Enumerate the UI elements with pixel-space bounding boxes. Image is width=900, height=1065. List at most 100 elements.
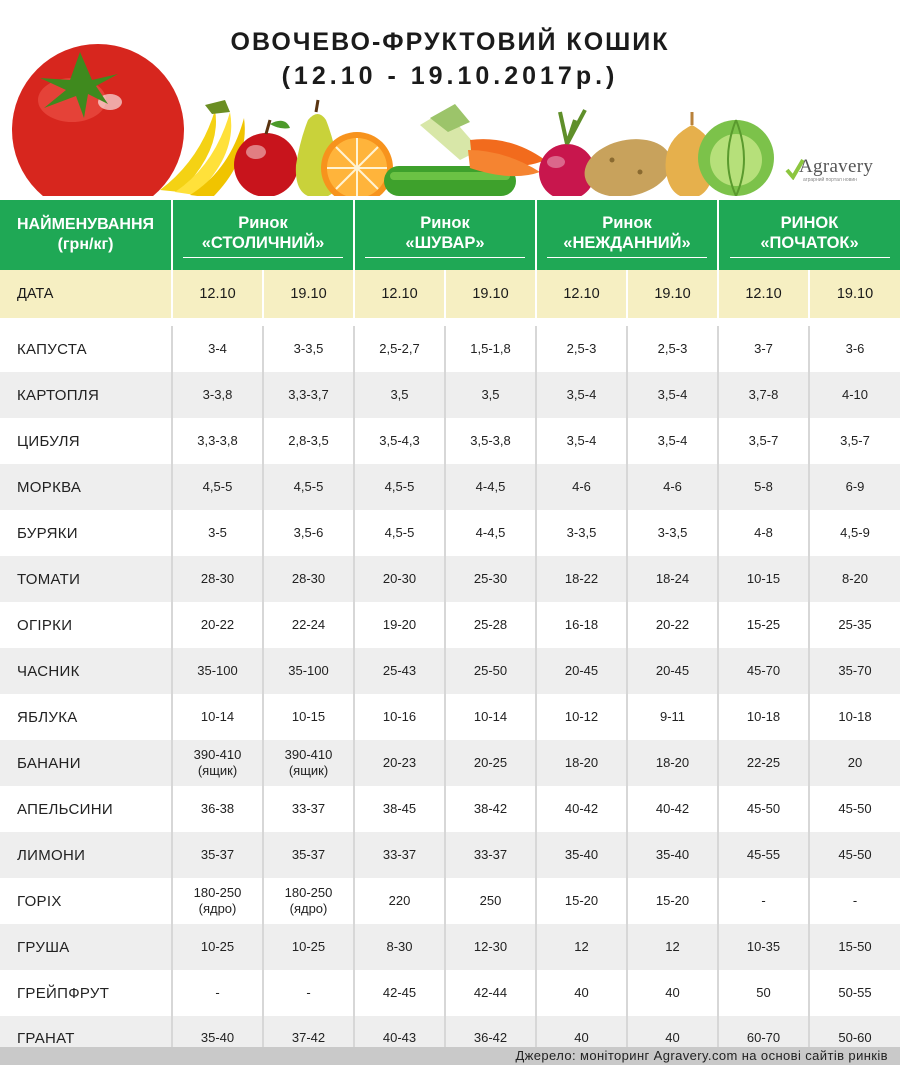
price-cell: 20-23	[353, 740, 445, 786]
price-value: 3,3-3,8	[197, 433, 238, 448]
price-cell: 3,5	[353, 372, 445, 418]
price-cell: 4,5-9	[808, 510, 900, 556]
header-underline	[183, 256, 343, 258]
price-value: 3-3,8	[202, 387, 233, 402]
price-cell: 40-42	[535, 786, 627, 832]
price-value: 33-37	[382, 847, 417, 862]
price-value: 35-40	[655, 847, 690, 862]
price-cell: 35-70	[808, 648, 900, 694]
price-value: (ядро)	[198, 901, 237, 916]
price-cell: 12-30	[444, 924, 536, 970]
cabbage-icon	[698, 119, 774, 197]
product-name: ЯБЛУКА	[0, 694, 172, 740]
price-value: 38-45	[382, 801, 417, 816]
price-value: 2,8-3,5	[288, 433, 329, 448]
price-cell: 38-45	[353, 786, 445, 832]
unit-label: (грн/кг)	[57, 236, 114, 253]
price-value: 36-38	[200, 801, 235, 816]
price-value: 35-100	[197, 663, 238, 678]
header-underline	[547, 256, 707, 258]
price-cell: 45-50	[808, 786, 900, 832]
price-cell: 8-20	[808, 556, 900, 602]
market-label: Ринок	[602, 213, 652, 232]
price-cell: 40	[626, 970, 718, 1016]
price-value: 180-250	[193, 885, 242, 900]
price-value: 3,5-4	[657, 433, 688, 448]
price-cell: 3,5-3,8	[444, 418, 536, 464]
table-row: МОРКВА 4,5-5 4,5-5 4,5-5 4-4,5 4-6 4-6 5-8 6-9	[0, 464, 900, 510]
price-cell: 3-7	[717, 326, 809, 372]
price-value: 390-410	[284, 747, 333, 762]
table-row: БУРЯКИ 3-5 3,5-6 4,5-5 4-4,5 3-3,5 3-3,5 4-8 4,5…	[0, 510, 900, 556]
price-value: 22-25	[746, 755, 781, 770]
price-value: 25-50	[473, 663, 508, 678]
price-value: 35-37	[291, 847, 326, 862]
price-value: 40	[574, 1030, 589, 1045]
price-value: 35-40	[200, 1030, 235, 1045]
price-cell: 10-25	[171, 924, 263, 970]
price-value: 10-14	[200, 709, 235, 724]
price-cell: 4,5-5	[353, 510, 445, 556]
price-value: 60-70	[746, 1030, 781, 1045]
price-cell: 10-15	[717, 556, 809, 602]
table-row: ЯБЛУКА 10-14 10-15 10-16 10-14 10-12 9-11 10-18…	[0, 694, 900, 740]
price-cell: 12	[535, 924, 627, 970]
price-cell: 10-18	[717, 694, 809, 740]
price-cell: 16-18	[535, 602, 627, 648]
price-value: 3,5-4	[566, 387, 597, 402]
price-value: 18-20	[655, 755, 690, 770]
price-value: 20-23	[382, 755, 417, 770]
price-cell: 38-42	[444, 786, 536, 832]
price-cell: 25-30	[444, 556, 536, 602]
price-value: 10-15	[746, 571, 781, 586]
price-value: (ядро)	[289, 901, 328, 916]
source-footer: Джерело: моніторинг Agravery.com на осно…	[0, 1047, 900, 1065]
price-value: 4-4,5	[475, 479, 506, 494]
price-value: 36-42	[473, 1030, 508, 1045]
price-value: 4-10	[841, 387, 869, 402]
price-value: 28-30	[291, 571, 326, 586]
price-value: 4,5-5	[293, 479, 324, 494]
price-value: 33-37	[473, 847, 508, 862]
price-cell: 3,5-4	[535, 418, 627, 464]
price-cell: 250	[444, 878, 536, 924]
price-cell: 10-14	[171, 694, 263, 740]
price-cell: 4,5-5	[171, 464, 263, 510]
header-banner: ОВОЧЕВО-ФРУКТОВИЙ КОШИК (12.10 - 19.10.2…	[0, 0, 900, 200]
price-value: 10-25	[200, 939, 235, 954]
price-cell: 25-50	[444, 648, 536, 694]
product-name: ЦИБУЛЯ	[0, 418, 172, 464]
product-name: ГРУША	[0, 924, 172, 970]
price-value: 20-45	[655, 663, 690, 678]
product-name: КАПУСТА	[0, 326, 172, 372]
price-value: 35-40	[564, 847, 599, 862]
logo-subtitle: аграрний портал новин	[803, 177, 857, 183]
source-text: Джерело: моніторинг Agravery.com на осно…	[515, 1048, 888, 1063]
table-row: ОГІРКИ 20-22 22-24 19-20 25-28 16-18 20-22 15-2…	[0, 602, 900, 648]
price-cell: 3-3,5	[262, 326, 354, 372]
price-cell: 3,5-7	[808, 418, 900, 464]
apple-icon	[234, 119, 298, 197]
price-value: 20-22	[200, 617, 235, 632]
table-row: ТОМАТИ 28-30 28-30 20-30 25-30 18-22 18-24 10-1…	[0, 556, 900, 602]
vegetables-illustration	[0, 44, 900, 200]
price-cell: 35-37	[262, 832, 354, 878]
date-cell: 19.10	[444, 270, 536, 318]
price-cell: 35-37	[171, 832, 263, 878]
price-value: 35-70	[838, 663, 872, 678]
price-value: 40	[665, 985, 680, 1000]
product-name: АПЕЛЬСИНИ	[0, 786, 172, 832]
date-cell: 12.10	[171, 270, 263, 318]
price-value: 20-45	[564, 663, 599, 678]
price-cell: 6-9	[808, 464, 900, 510]
price-cell: 22-25	[717, 740, 809, 786]
date-cell: 19.10	[262, 270, 354, 318]
price-value: 12	[574, 939, 589, 954]
price-value: -	[215, 985, 220, 1000]
price-value: 19-20	[382, 617, 417, 632]
price-cell: 10-18	[808, 694, 900, 740]
date-range-title: (12.10 - 19.10.2017р.)	[281, 62, 619, 90]
price-cell: 42-45	[353, 970, 445, 1016]
price-value: (ящик)	[288, 763, 329, 778]
price-value: 18-24	[655, 571, 690, 586]
